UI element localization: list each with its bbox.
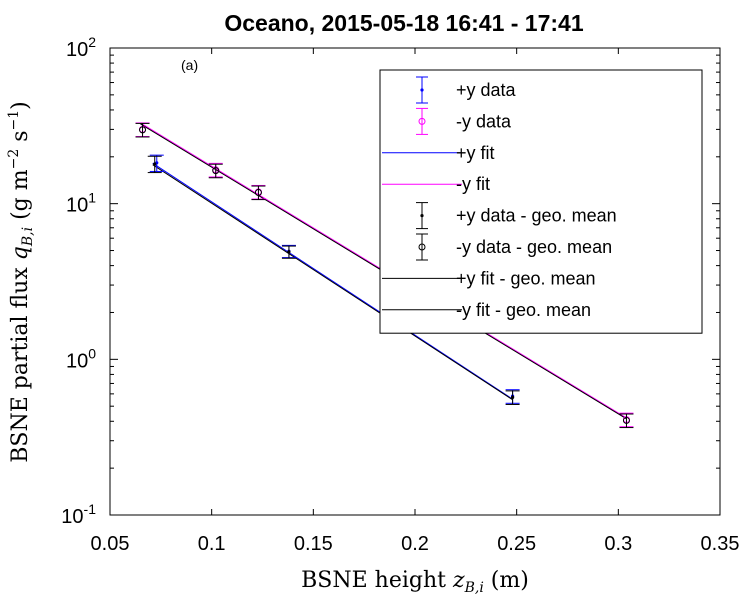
chart-title: Oceano, 2015-05-18 16:41 - 17:41 — [224, 10, 583, 36]
legend-label: +y fit — [456, 143, 495, 163]
legend-entry: -y fit - geo. mean — [382, 300, 591, 320]
panel-annotation: (a) — [181, 57, 198, 73]
legend-label: -y fit - geo. mean — [456, 300, 591, 320]
data-point — [251, 185, 266, 201]
x-tick-label: 0.35 — [701, 533, 740, 555]
legend-entry: -y data - geo. mean — [416, 233, 612, 261]
legend-marker — [420, 214, 424, 218]
legend-label: +y data — [456, 80, 517, 100]
point-marker — [139, 126, 147, 134]
legend-label: -y fit — [456, 174, 490, 194]
legend-label: -y data - geo. mean — [456, 237, 612, 257]
data-point — [505, 390, 520, 405]
x-tick-label: 0.2 — [401, 533, 429, 555]
data-point — [208, 163, 223, 179]
legend-entry: +y fit - geo. mean — [382, 268, 596, 288]
y-tick-label: 102 — [66, 34, 96, 61]
legend-marker — [418, 117, 426, 125]
fit-line-1 — [152, 162, 513, 400]
x-tick-label: 0.15 — [294, 533, 333, 555]
legend-label: +y data - geo. mean — [456, 206, 617, 226]
legend-entry: -y fit — [382, 174, 490, 194]
x-axis-label: BSNE height zB,i (m) — [301, 568, 529, 596]
point-marker — [254, 188, 262, 196]
legend-entry: +y data — [416, 76, 517, 104]
data-point — [149, 154, 164, 172]
legend-entry: -y data — [416, 107, 512, 135]
legend-marker — [418, 243, 426, 251]
legend-marker — [420, 88, 424, 92]
fit-line-3 — [152, 164, 513, 401]
point-marker — [622, 416, 630, 424]
point-marker — [510, 395, 515, 399]
point-marker — [287, 250, 291, 254]
legend-label: -y data — [456, 111, 512, 131]
legend-entry: +y fit — [382, 143, 495, 163]
legend-label: +y fit - geo. mean — [456, 268, 596, 288]
y-tick-label: 100 — [66, 345, 96, 372]
point-marker — [153, 162, 157, 166]
point-marker — [212, 167, 220, 175]
data-point — [619, 413, 634, 429]
legend-entry: +y data - geo. mean — [416, 202, 617, 230]
x-tick-label: 0.05 — [91, 533, 130, 555]
y-tick-label: 101 — [66, 190, 96, 217]
data-point — [135, 122, 150, 138]
x-tick-label: 0.1 — [198, 533, 226, 555]
x-tick-label: 0.25 — [497, 533, 536, 555]
x-tick-label: 0.3 — [604, 533, 632, 555]
data-point — [147, 155, 162, 174]
legend-box — [379, 69, 703, 334]
y-tick-label: 10-1 — [61, 501, 96, 528]
data-point — [281, 245, 296, 259]
